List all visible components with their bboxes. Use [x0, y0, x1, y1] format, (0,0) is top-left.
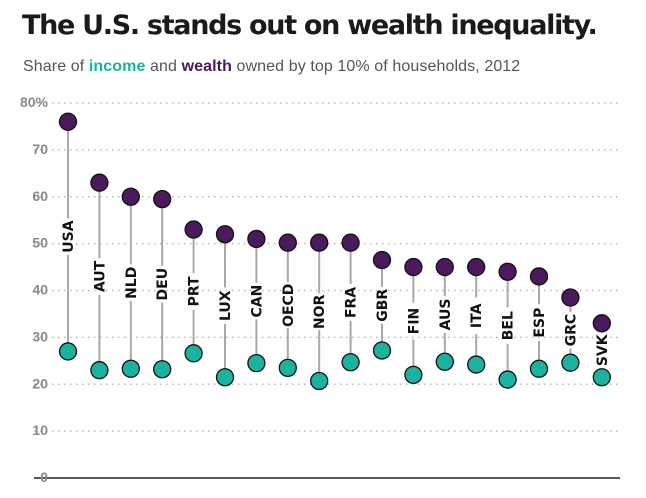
- wealth-dot-ita: [467, 257, 486, 277]
- wealth-dot-aus: [435, 257, 454, 277]
- subtitle-suffix: owned by top 10% of households, 2012: [231, 58, 521, 75]
- income-dot-deu: [153, 360, 172, 379]
- category-label-ita: ITA: [469, 303, 485, 328]
- category-label-grc: GRC: [563, 314, 579, 347]
- wealth-dot-oecd: [278, 233, 297, 252]
- category-label-prt: PRT: [187, 276, 203, 306]
- income-dot-nor: [310, 371, 329, 391]
- income-dot-nld: [121, 359, 140, 378]
- y-tick-label: 10: [32, 422, 48, 438]
- income-dot-ita: [467, 355, 486, 374]
- subtitle-wealth-keyword: wealth: [181, 58, 232, 75]
- income-dot-esp: [529, 359, 549, 378]
- income-dot-usa: [58, 342, 78, 361]
- category-label-oecd: OECD: [281, 284, 297, 327]
- wealth-dot-lux: [215, 225, 235, 244]
- category-label-aut: AUT: [92, 260, 108, 292]
- y-tick-label: 20: [32, 375, 48, 391]
- wealth-dot-esp: [529, 267, 549, 286]
- y-tick-label: 80%: [20, 94, 49, 110]
- category-label-nor: NOR: [312, 294, 328, 329]
- wealth-dot-prt: [184, 220, 203, 239]
- category-label-svk: SVK: [595, 333, 611, 366]
- category-label-gbr: GBR: [375, 289, 391, 322]
- wealth-dot-deu: [153, 189, 172, 209]
- wealth-dot-nld: [121, 187, 140, 206]
- chart-title: The U.S. stands out on wealth inequality…: [22, 10, 598, 41]
- income-dot-fra: [341, 353, 360, 372]
- y-tick-label: 50: [32, 235, 48, 251]
- wealth-dot-nor: [310, 233, 329, 252]
- wealth-dot-svk: [592, 314, 611, 333]
- category-label-nld: NLD: [124, 267, 140, 299]
- y-tick-label: 70: [32, 141, 48, 157]
- income-dot-oecd: [278, 358, 297, 377]
- wealth-dot-aut: [90, 173, 109, 192]
- chart-subtitle: Share of income and wealth owned by top …: [23, 58, 520, 76]
- y-tick-label: 60: [32, 188, 48, 204]
- income-dot-bel: [498, 370, 517, 389]
- category-label-fra: FRA: [344, 287, 360, 318]
- y-tick-label: 40: [32, 282, 48, 298]
- subtitle-prefix: Share of: [23, 58, 89, 75]
- income-dot-fin: [404, 365, 423, 385]
- income-dot-lux: [215, 368, 235, 387]
- subtitle-conjunction: and: [145, 58, 182, 75]
- category-label-deu: DEU: [155, 268, 171, 301]
- wealth-dot-gbr: [372, 250, 392, 270]
- income-dot-prt: [184, 344, 203, 363]
- category-label-esp: ESP: [532, 308, 548, 338]
- income-dot-svk: [592, 368, 611, 387]
- category-label-bel: BEL: [501, 311, 517, 340]
- category-label-aus: AUS: [438, 298, 454, 330]
- y-tick-label: 0: [40, 469, 48, 485]
- category-label-usa: USA: [61, 220, 77, 252]
- subtitle-income-keyword: income: [88, 58, 146, 75]
- income-dot-gbr: [372, 341, 392, 360]
- category-label-fin: FIN: [406, 308, 422, 335]
- wealth-dot-fin: [404, 257, 423, 277]
- wealth-dot-bel: [498, 262, 517, 281]
- income-dot-grc: [561, 353, 580, 372]
- wealth-dot-fra: [341, 233, 360, 252]
- wealth-dot-usa: [58, 112, 78, 131]
- income-dot-aut: [90, 361, 109, 380]
- income-dot-can: [247, 354, 266, 373]
- income-dot-aus: [435, 352, 454, 371]
- wealth-dot-grc: [561, 288, 580, 307]
- category-label-lux: LUX: [218, 290, 234, 321]
- category-label-can: CAN: [249, 285, 265, 318]
- y-tick-label: 30: [32, 328, 48, 344]
- wealth-dot-can: [247, 229, 266, 249]
